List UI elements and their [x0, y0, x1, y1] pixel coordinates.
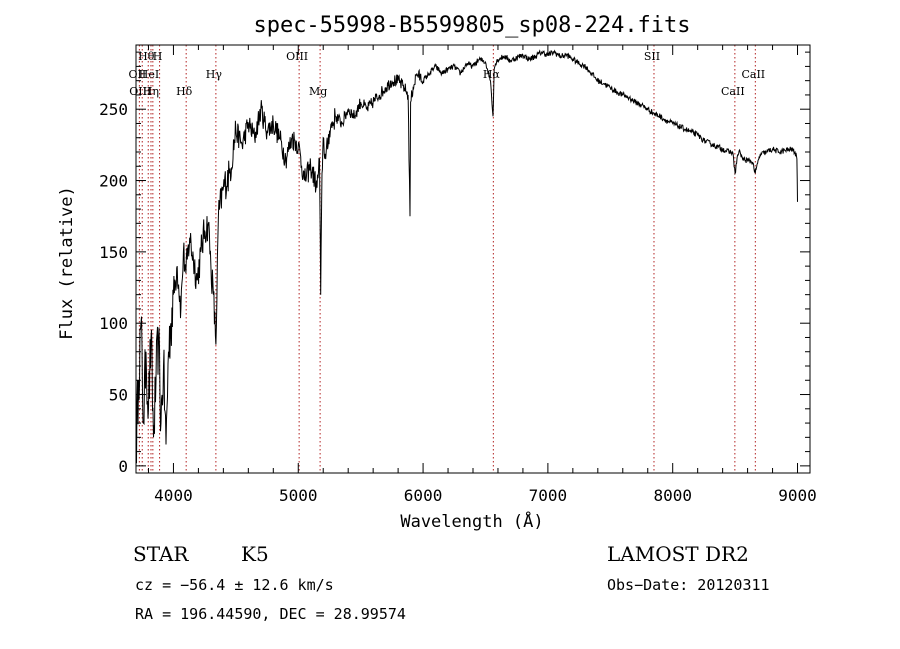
spectral-line-label: Mg: [309, 85, 327, 98]
spectral-line-label: OIII: [286, 50, 308, 63]
y-tick-label: 0: [118, 457, 128, 476]
chart-title: spec-55998-B5599805_sp08-224.fits: [253, 13, 690, 38]
coordinates: RA = 196.44590, DEC = 28.99574: [135, 605, 406, 623]
spectral-line-label: HeI: [139, 68, 159, 81]
spectral-line-label: CaII: [741, 68, 765, 81]
x-tick-label: 8000: [653, 486, 692, 505]
y-axis-label: Flux (relative): [57, 186, 77, 340]
spectral-line-label: H: [153, 50, 163, 63]
y-tick-label: 100: [99, 314, 128, 333]
spectral-line-label: CaII: [721, 85, 745, 98]
x-axis-ticks: 4000 5000 6000 7000 8000 9000: [147, 45, 817, 505]
obs-date: Obs−Date: 20120311: [607, 576, 770, 594]
spectral-line-label: Hδ: [176, 85, 193, 98]
series-group: [135, 49, 798, 464]
x-tick-label: 5000: [279, 486, 318, 505]
redshift-text: cz = −56.4 ± 12.6 km/s: [135, 576, 334, 594]
spectral-line-markers: [138, 45, 756, 473]
x-tick-label: 9000: [778, 486, 817, 505]
spectral-line-label: Hθ: [138, 50, 155, 63]
survey-name: LAMOST DR2: [607, 542, 749, 566]
plot-frame: [135, 44, 811, 474]
spectral-line-label: OII: [129, 68, 147, 81]
x-tick-label: 7000: [529, 486, 568, 505]
y-axis-ticks: 0 50 100 150 200 250: [99, 51, 810, 476]
x-axis-label: Wavelength (Å): [400, 510, 543, 532]
spectral-line-label: OIII: [129, 85, 151, 98]
y-tick-label: 150: [99, 243, 128, 262]
object-class: STAR: [133, 542, 189, 566]
x-tick-label: 4000: [154, 486, 193, 505]
object-subclass: K5: [241, 542, 269, 566]
y-tick-label: 50: [109, 386, 128, 405]
spectrum-line: [135, 49, 798, 464]
spectral-line-label: SII: [644, 50, 660, 63]
spectral-line-label: Hα: [483, 68, 501, 81]
x-tick-label: 6000: [404, 486, 443, 505]
spectral-line-label: Hγ: [206, 68, 223, 81]
spectral-line-label: Hη: [143, 85, 159, 98]
y-tick-label: 200: [99, 172, 128, 191]
y-tick-label: 250: [99, 100, 128, 119]
